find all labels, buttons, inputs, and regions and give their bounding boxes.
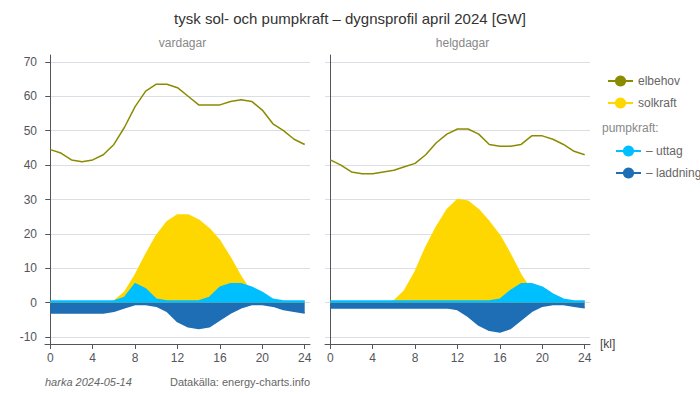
svg-text:12: 12 — [171, 351, 185, 365]
svg-text:pumpkraft:: pumpkraft: — [602, 121, 659, 135]
svg-text:4: 4 — [89, 351, 96, 365]
svg-text:60: 60 — [24, 89, 38, 103]
svg-text:tysk sol- och pumpkraft – dygn: tysk sol- och pumpkraft – dygnsprofil ap… — [174, 10, 526, 27]
svg-text:50: 50 — [24, 124, 38, 138]
svg-text:-10: -10 — [20, 330, 38, 344]
svg-text:vardagar: vardagar — [159, 36, 206, 50]
svg-text:8: 8 — [132, 351, 139, 365]
svg-text:12: 12 — [451, 351, 465, 365]
svg-text:Datakälla: energy-charts.info: Datakälla: energy-charts.info — [170, 376, 310, 388]
svg-text:20: 20 — [256, 351, 270, 365]
svg-text:harka 2024-05-14: harka 2024-05-14 — [45, 376, 132, 388]
svg-text:16: 16 — [213, 351, 227, 365]
svg-text:70: 70 — [24, 55, 38, 69]
svg-text:24: 24 — [298, 351, 312, 365]
svg-text:24: 24 — [578, 351, 592, 365]
svg-text:16: 16 — [493, 351, 507, 365]
svg-text:helgdagar: helgdagar — [436, 36, 489, 50]
svg-text:– uttag: – uttag — [646, 144, 683, 158]
svg-text:20: 20 — [24, 227, 38, 241]
svg-text:4: 4 — [369, 351, 376, 365]
svg-text:0: 0 — [47, 351, 54, 365]
svg-text:solkraft: solkraft — [638, 96, 677, 110]
svg-text:[kl]: [kl] — [600, 337, 615, 351]
svg-text:40: 40 — [24, 158, 38, 172]
svg-text:– laddning: – laddning — [646, 166, 700, 180]
svg-text:8: 8 — [412, 351, 419, 365]
svg-text:10: 10 — [24, 261, 38, 275]
svg-text:30: 30 — [24, 193, 38, 207]
svg-text:0: 0 — [30, 296, 37, 310]
svg-text:elbehov: elbehov — [638, 74, 680, 88]
svg-text:0: 0 — [327, 351, 334, 365]
svg-text:20: 20 — [536, 351, 550, 365]
